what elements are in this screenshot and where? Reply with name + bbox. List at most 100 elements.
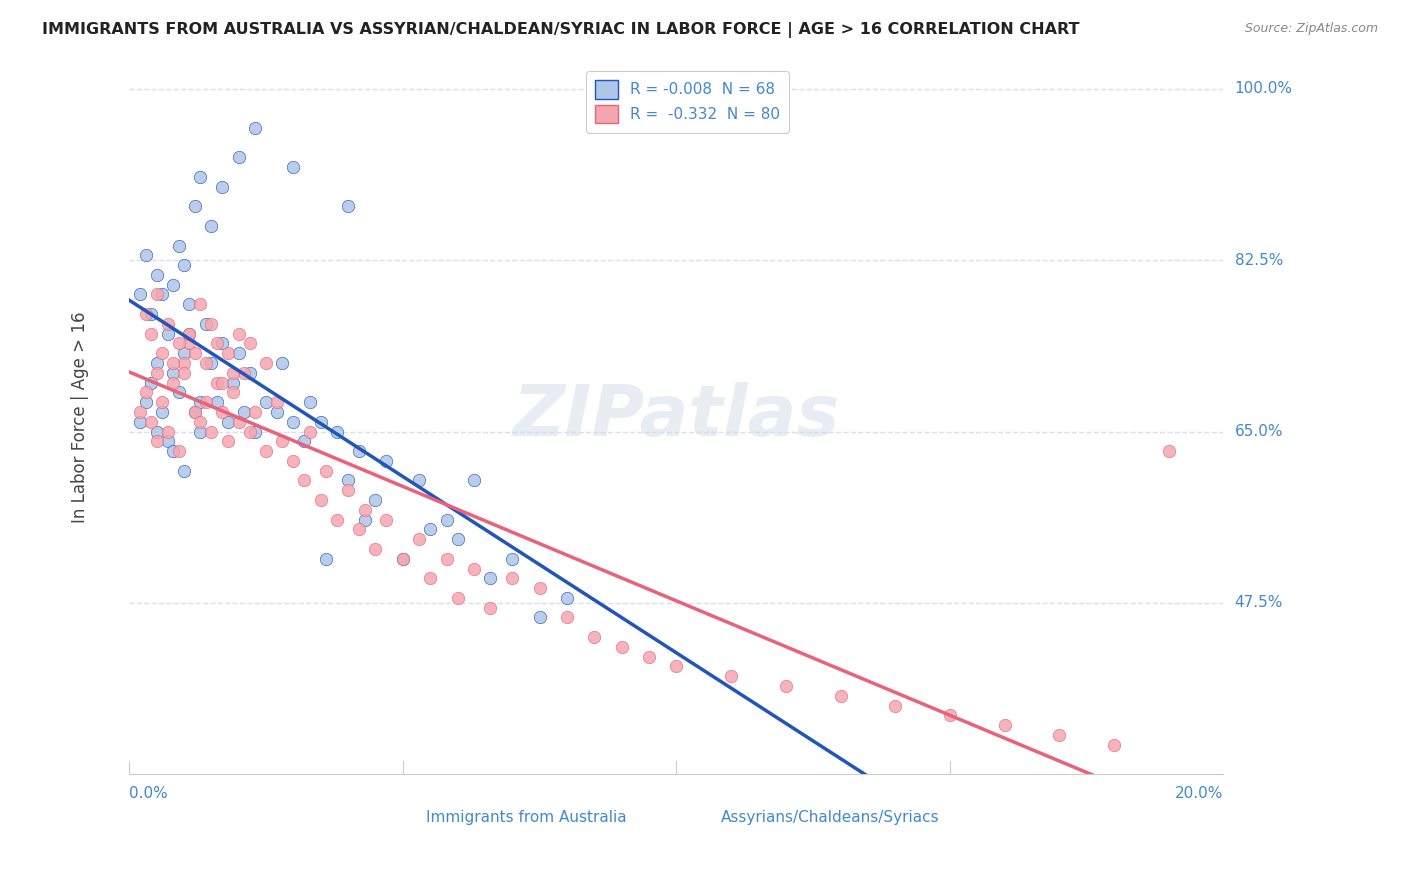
Point <box>243 405 266 419</box>
Point <box>184 405 207 419</box>
Point <box>179 326 201 341</box>
Point <box>326 425 349 439</box>
Point <box>156 425 179 439</box>
Point <box>184 405 207 419</box>
Point <box>298 425 321 439</box>
Point <box>1102 738 1125 752</box>
Point <box>283 161 305 175</box>
Point <box>129 405 152 419</box>
Point <box>190 395 212 409</box>
Point <box>135 385 157 400</box>
Point <box>145 287 167 301</box>
Point <box>222 376 245 390</box>
Point <box>145 434 167 449</box>
Point <box>436 513 458 527</box>
Point <box>283 454 305 468</box>
Point <box>167 444 190 458</box>
Point <box>145 425 167 439</box>
Text: 82.5%: 82.5% <box>1234 252 1282 268</box>
Point <box>162 277 184 292</box>
Point <box>254 395 277 409</box>
Point <box>419 571 441 585</box>
Point <box>292 474 315 488</box>
Point <box>638 649 661 664</box>
Point <box>337 199 360 213</box>
Point <box>150 346 173 360</box>
Point <box>292 434 315 449</box>
Point <box>141 326 163 341</box>
Point <box>555 610 578 624</box>
Point <box>353 513 375 527</box>
Point <box>436 551 458 566</box>
Point <box>184 199 207 213</box>
Point <box>190 297 212 311</box>
Point <box>529 581 551 595</box>
Point <box>173 356 195 370</box>
Point <box>479 600 502 615</box>
Text: Immigrants from Australia: Immigrants from Australia <box>426 810 627 825</box>
Point <box>194 395 217 409</box>
Point <box>501 551 523 566</box>
Point <box>129 287 152 301</box>
Point <box>315 464 337 478</box>
Point <box>463 561 485 575</box>
Point <box>194 317 217 331</box>
FancyBboxPatch shape <box>401 807 423 828</box>
Point <box>228 415 250 429</box>
Point <box>141 307 163 321</box>
Point <box>408 474 430 488</box>
Point <box>239 336 262 351</box>
Point <box>129 415 152 429</box>
Point <box>271 434 294 449</box>
Point <box>211 405 233 419</box>
Point <box>211 376 233 390</box>
Text: Assyrians/Chaldeans/Syriacs: Assyrians/Chaldeans/Syriacs <box>721 810 939 825</box>
Point <box>239 425 262 439</box>
Point <box>141 415 163 429</box>
Point <box>353 503 375 517</box>
Point <box>939 708 962 723</box>
Point <box>408 532 430 546</box>
Point <box>200 317 222 331</box>
Point <box>254 356 277 370</box>
Point <box>243 425 266 439</box>
Point <box>583 630 606 644</box>
Point <box>156 326 179 341</box>
Point <box>479 571 502 585</box>
Point <box>254 444 277 458</box>
Point <box>463 474 485 488</box>
Point <box>337 483 360 498</box>
Point <box>392 551 415 566</box>
Point <box>184 346 207 360</box>
Point <box>205 395 228 409</box>
Point <box>364 541 387 556</box>
Point <box>446 532 468 546</box>
Point <box>179 297 201 311</box>
Point <box>233 405 256 419</box>
Text: ZIPatlas: ZIPatlas <box>513 383 839 451</box>
Text: Source: ZipAtlas.com: Source: ZipAtlas.com <box>1244 22 1378 36</box>
Text: 65.0%: 65.0% <box>1234 424 1284 439</box>
Point <box>150 405 173 419</box>
Point <box>298 395 321 409</box>
Point <box>529 610 551 624</box>
Point <box>162 444 184 458</box>
Point <box>830 689 852 703</box>
Point <box>200 219 222 233</box>
FancyBboxPatch shape <box>696 807 718 828</box>
Point <box>162 356 184 370</box>
Point <box>315 551 337 566</box>
Point <box>228 151 250 165</box>
Point <box>994 718 1017 732</box>
Point <box>190 169 212 184</box>
Text: 0.0%: 0.0% <box>129 786 169 801</box>
Point <box>167 385 190 400</box>
Point <box>173 464 195 478</box>
Point <box>211 179 233 194</box>
Point <box>167 336 190 351</box>
Point <box>1047 728 1070 742</box>
Text: 100.0%: 100.0% <box>1234 81 1292 96</box>
Point <box>665 659 688 673</box>
Point <box>501 571 523 585</box>
Point <box>347 522 370 536</box>
